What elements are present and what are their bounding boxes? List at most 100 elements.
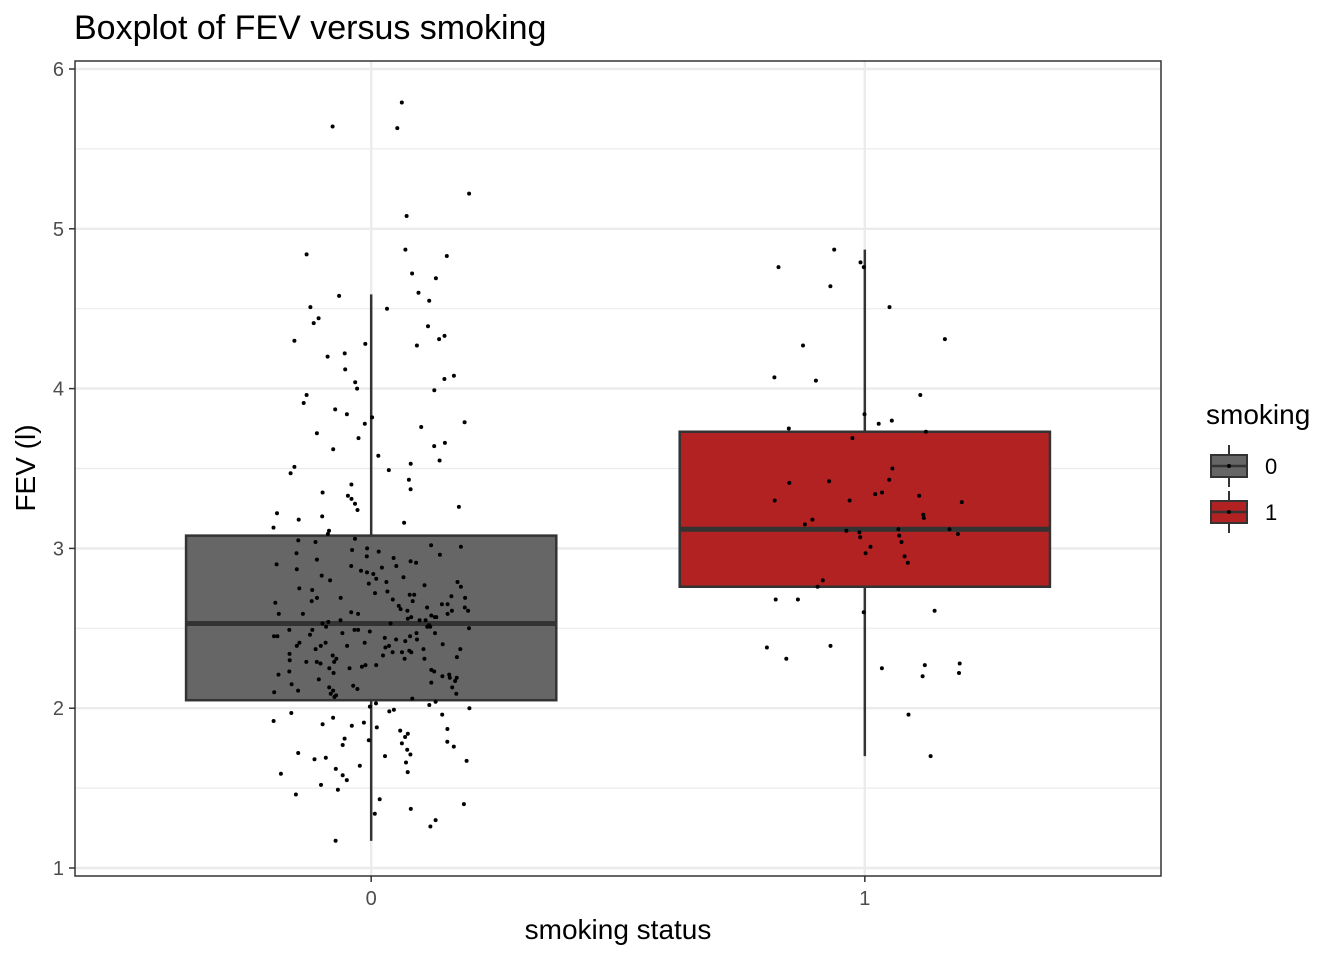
data-point <box>297 640 302 645</box>
data-point <box>454 691 459 696</box>
data-point <box>419 425 424 429</box>
data-point <box>335 787 340 792</box>
data-point <box>410 271 415 276</box>
data-point <box>308 632 312 637</box>
data-point <box>408 806 413 811</box>
data-point <box>467 191 472 196</box>
data-point <box>359 568 363 573</box>
data-point <box>773 597 778 602</box>
data-point <box>405 608 410 613</box>
data-point <box>416 290 421 295</box>
data-point <box>292 464 297 469</box>
data-point <box>330 653 335 658</box>
data-point <box>832 247 837 252</box>
data-point <box>386 468 391 473</box>
data-point <box>425 605 430 610</box>
data-point <box>427 703 432 707</box>
data-point <box>331 688 336 693</box>
data-point <box>409 650 414 655</box>
data-point <box>391 556 396 560</box>
data-point <box>372 811 377 816</box>
data-point <box>417 618 422 623</box>
data-point <box>802 522 807 527</box>
data-point <box>828 284 833 289</box>
data-point <box>351 683 356 688</box>
data-point <box>387 709 392 714</box>
data-point <box>352 627 357 632</box>
data-point <box>324 624 329 629</box>
data-point <box>366 581 371 586</box>
data-point <box>287 669 292 674</box>
data-point <box>382 635 387 640</box>
data-point <box>278 771 283 776</box>
data-point <box>301 401 306 405</box>
data-point <box>395 126 400 131</box>
data-point <box>921 516 926 520</box>
data-point <box>458 584 463 589</box>
data-point <box>314 431 319 436</box>
data-point <box>433 699 438 704</box>
data-point <box>421 647 426 652</box>
data-point <box>385 306 389 311</box>
data-point <box>332 659 337 664</box>
data-point <box>442 377 447 381</box>
data-point <box>345 643 350 648</box>
data-point <box>449 594 454 599</box>
data-point <box>340 631 345 636</box>
data-point <box>319 573 324 578</box>
data-point <box>463 595 468 600</box>
data-point <box>274 562 279 567</box>
data-point <box>325 354 330 359</box>
data-point <box>858 535 863 540</box>
legend-entry-0: 0 <box>1210 445 1277 487</box>
data-point <box>442 440 447 445</box>
data-point <box>338 618 343 623</box>
data-point <box>313 540 318 544</box>
data-point <box>316 316 321 321</box>
data-point <box>445 611 450 616</box>
data-point <box>407 592 412 597</box>
data-point <box>440 712 445 717</box>
legend: smoking 0 1 <box>1206 399 1310 533</box>
data-point <box>312 757 317 762</box>
legend-key-point <box>1227 510 1231 514</box>
data-point <box>445 727 450 731</box>
data-point <box>365 570 369 575</box>
data-point <box>896 527 901 532</box>
jitter-points <box>271 100 964 843</box>
data-point <box>467 626 471 631</box>
data-point <box>787 480 792 485</box>
data-point <box>408 559 413 564</box>
data-point <box>320 514 325 519</box>
data-point <box>296 751 301 755</box>
data-point <box>288 471 293 476</box>
data-point <box>942 337 947 342</box>
data-point <box>272 634 276 639</box>
data-point <box>333 838 338 843</box>
data-point <box>363 663 368 668</box>
data-point <box>327 685 332 690</box>
data-point <box>319 782 323 787</box>
data-point <box>456 504 461 509</box>
data-point <box>813 378 818 383</box>
data-point <box>394 637 399 642</box>
data-point <box>429 543 434 548</box>
data-point <box>331 447 336 452</box>
data-point <box>385 589 390 594</box>
data-point <box>359 664 364 669</box>
data-point <box>902 554 907 559</box>
data-point <box>429 613 434 618</box>
data-point <box>857 530 862 535</box>
data-point <box>327 528 331 533</box>
data-point <box>292 338 297 343</box>
data-point <box>349 564 354 568</box>
data-point <box>287 627 292 632</box>
data-point <box>920 674 925 679</box>
data-point <box>451 373 456 378</box>
data-point <box>304 393 309 397</box>
data-point <box>379 565 384 570</box>
data-point <box>273 600 278 605</box>
data-point <box>345 493 350 498</box>
data-point <box>928 754 933 759</box>
data-point <box>405 616 410 621</box>
